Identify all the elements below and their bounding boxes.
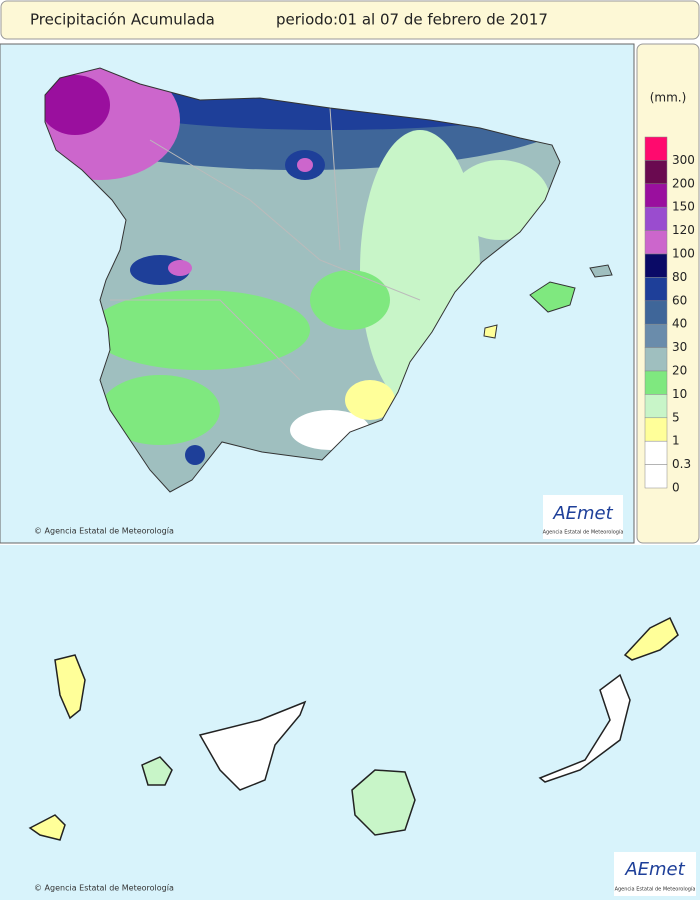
canarias-map <box>28 616 679 841</box>
legend-label: 20 <box>672 364 687 378</box>
tenerife <box>198 700 307 791</box>
legend-label: 100 <box>672 247 695 261</box>
zone <box>345 380 395 420</box>
fuerteventura <box>538 673 631 783</box>
legend-swatch <box>644 160 668 185</box>
legend-swatch <box>644 347 668 372</box>
legend-swatch <box>644 417 668 442</box>
ibiza <box>483 324 498 339</box>
legend-swatch <box>644 183 668 208</box>
coastline <box>44 67 561 493</box>
zone <box>100 375 220 445</box>
legend-swatch <box>644 206 668 231</box>
zone <box>310 270 390 330</box>
legend-label: 80 <box>672 270 687 284</box>
legend-label: 5 <box>672 410 680 424</box>
legend-unit: (mm.) <box>650 91 687 105</box>
mallorca <box>529 281 576 313</box>
legend-swatch <box>644 323 668 348</box>
legend-label: 60 <box>672 293 687 307</box>
credit: © Agencia Estatal de Meteorología <box>34 527 174 536</box>
region-borders <box>110 107 421 381</box>
legend-swatch <box>644 253 668 278</box>
logo: AEmet <box>624 859 685 880</box>
zone <box>45 75 110 135</box>
legend-label: 0 <box>672 481 680 495</box>
la-gomera <box>141 756 173 786</box>
legend-label: 120 <box>672 223 695 237</box>
logo-caption: Agencia Estatal de Meteorología <box>615 886 696 893</box>
logo: AEmet <box>552 503 613 524</box>
legend-label: 150 <box>672 200 695 214</box>
legend-swatch <box>644 277 668 302</box>
legend-swatch <box>644 136 668 161</box>
la-palma <box>54 654 86 720</box>
legend-swatch <box>644 464 668 489</box>
logo-box <box>614 852 696 896</box>
legend-label: 40 <box>672 317 687 331</box>
lanzarote <box>623 616 679 661</box>
legend-swatch <box>644 300 668 325</box>
legend-label: 300 <box>672 153 695 167</box>
legend-swatch <box>644 230 668 255</box>
legend-label: 0.3 <box>672 457 691 471</box>
period: periodo:01 al 07 de febrero de 2017 <box>276 11 548 29</box>
title: Precipitación Acumulada <box>30 11 215 29</box>
header <box>0 0 700 40</box>
legend-swatch <box>644 440 668 465</box>
legend-swatch <box>644 370 668 395</box>
gran-canaria <box>351 769 416 836</box>
canarias-panel <box>0 545 700 900</box>
legend-label: 30 <box>672 340 687 354</box>
el-hierro <box>28 814 66 841</box>
legend-label: 10 <box>672 387 687 401</box>
zone <box>450 160 550 240</box>
menorca <box>589 264 613 278</box>
logo-box <box>543 495 623 539</box>
zone <box>168 260 192 276</box>
credit: © Agencia Estatal de Meteorología <box>34 884 174 893</box>
legend: 300 200 150 120 100 80 60 40 30 20 10 5 1 0.3 0 <box>644 136 695 495</box>
zone <box>297 158 313 172</box>
zone <box>185 445 205 465</box>
legend-swatch <box>644 394 668 419</box>
logo-caption: Agencia Estatal de Meteorología <box>543 529 624 536</box>
zone <box>90 290 310 370</box>
legend-label: 200 <box>672 176 695 190</box>
legend-label: 1 <box>672 434 680 448</box>
